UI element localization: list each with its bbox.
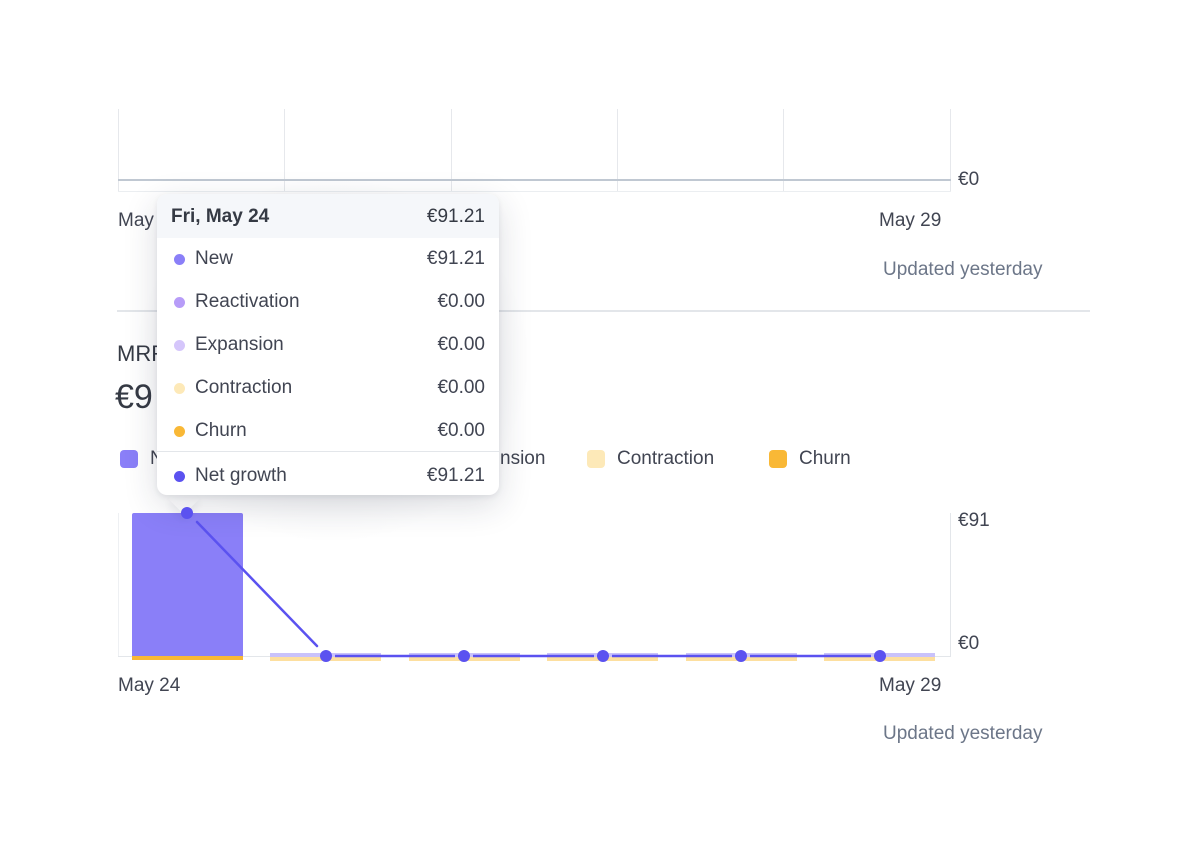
legend-label: Churn: [799, 448, 851, 469]
gridline: [284, 109, 285, 192]
tooltip-row-net-growth: Net growth €91.21: [157, 462, 499, 492]
x-end-label: May 29: [879, 675, 942, 696]
x-end-label: May 29: [879, 210, 942, 231]
contraction-dot-icon: [174, 383, 185, 394]
net-growth-point-icon[interactable]: [181, 507, 193, 519]
tooltip-row-new: New €91.21: [157, 245, 499, 275]
legend-item-contraction[interactable]: Contraction: [587, 447, 714, 471]
x-start-label: May: [118, 210, 154, 231]
legend-label: Contraction: [617, 448, 715, 469]
bar-segment-new: [132, 513, 243, 656]
tooltip-row-label: New: [195, 248, 234, 269]
zero-line: [118, 179, 951, 181]
tooltip-row-value: €0.00: [437, 420, 485, 441]
gridline: [451, 109, 452, 192]
legend-item-churn[interactable]: Churn: [769, 447, 851, 471]
gridline: [950, 109, 951, 192]
tooltip-row-contraction: Contraction €0.00: [157, 374, 499, 404]
tooltip-date: Fri, May 24: [171, 206, 270, 227]
expansion-dot-icon: [174, 340, 185, 351]
updated-status: Updated yesterday: [883, 723, 1043, 744]
tooltip-row-label: Net growth: [195, 465, 287, 486]
plot-left-edge: [118, 513, 119, 657]
new-dot-icon: [174, 254, 185, 265]
legend-swatch: [769, 450, 787, 468]
tooltip-row-label: Reactivation: [195, 291, 300, 312]
reactivation-dot-icon: [174, 297, 185, 308]
tooltip-row-value: €0.00: [437, 291, 485, 312]
legend-swatch: [587, 450, 605, 468]
bar-segment-churn: [132, 656, 243, 660]
gridline: [118, 109, 119, 192]
card-value: €9: [115, 378, 153, 416]
updated-status: Updated yesterday: [883, 259, 1043, 280]
tooltip-row-reactivation: Reactivation €0.00: [157, 288, 499, 318]
gridline: [783, 109, 784, 192]
tooltip-row-value: €91.21: [426, 465, 485, 486]
tooltip-row-label: Churn: [195, 420, 247, 441]
gridline: [617, 109, 618, 192]
x-axis-line: [118, 191, 951, 192]
x-start-label: May 24: [118, 675, 181, 696]
tooltip-header: Fri, May 24 €91.21: [157, 194, 499, 238]
section-divider: [117, 310, 1090, 312]
upper-chart: €0 May May 29 Updated yesterday: [0, 0, 1200, 310]
y-axis-line: [950, 513, 951, 657]
legend-swatch: [120, 450, 138, 468]
y-tick-max: €91: [958, 510, 990, 531]
y-tick-zero: €0: [958, 633, 980, 654]
tooltip-separator: [157, 451, 499, 452]
tooltip-row-label: Contraction: [195, 377, 293, 398]
tooltip-row-value: €91.21: [426, 248, 485, 269]
tooltip-row-churn: Churn €0.00: [157, 417, 499, 447]
tooltip-row-value: €0.00: [437, 377, 485, 398]
tooltip-row-expansion: Expansion €0.00: [157, 331, 499, 361]
legend-label: nsion: [500, 448, 545, 470]
tooltip-total: €91.21: [426, 206, 485, 227]
y-tick-label: €0: [958, 169, 980, 190]
net-growth-dot-icon: [174, 471, 185, 482]
bar-may-24[interactable]: [132, 513, 243, 661]
legend-item-expansion[interactable]: nsion: [500, 447, 545, 471]
tooltip-row-label: Expansion: [195, 334, 284, 355]
chart-tooltip: Fri, May 24 €91.21 New €91.21 Reactivati…: [157, 194, 499, 495]
churn-dot-icon: [174, 426, 185, 437]
tooltip-row-value: €0.00: [437, 334, 485, 355]
